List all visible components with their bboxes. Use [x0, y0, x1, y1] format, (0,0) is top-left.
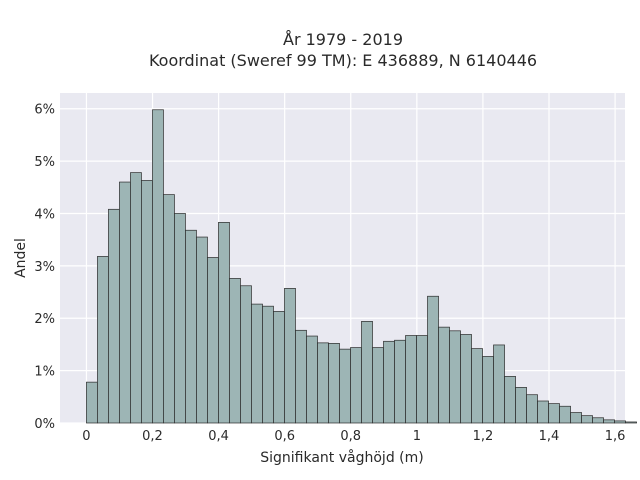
histogram-bar [416, 335, 428, 424]
y-tick-label: 4% [34, 207, 55, 222]
histogram-bar [394, 339, 406, 424]
histogram-bar [141, 180, 153, 424]
histogram-bar [108, 208, 120, 424]
histogram-bar [537, 400, 549, 424]
histogram-bar [273, 311, 285, 424]
histogram-bar [548, 403, 560, 424]
histogram-bar [240, 285, 252, 424]
histogram-bar [372, 347, 384, 424]
histogram-bar [581, 415, 593, 424]
histogram-bar [603, 419, 615, 424]
y-axis-label: Andel [13, 238, 29, 278]
chart-subtitle: Koordinat (Sweref 99 TM): E 436889, N 61… [149, 51, 537, 70]
histogram-bar [207, 257, 219, 424]
histogram-bar [427, 295, 439, 424]
x-tick-label: 0,2 [142, 429, 163, 444]
histogram-bar [515, 387, 527, 424]
histogram-bar [97, 256, 109, 424]
histogram-bar [306, 335, 318, 424]
histogram-bar [570, 412, 582, 424]
bars [86, 109, 637, 424]
y-ticks: 0% 1% 2% 3% 4% 5% 6% [34, 103, 55, 432]
histogram-bar [119, 181, 131, 424]
histogram-bar [471, 348, 483, 424]
histogram-bar [295, 329, 307, 424]
x-tick-label: 1,2 [473, 429, 494, 444]
x-tick-label: 1,6 [605, 429, 626, 444]
histogram-bar [482, 356, 494, 424]
histogram-bar [218, 222, 230, 424]
x-tick-label: 1 [413, 429, 421, 444]
x-tick-label: 0 [82, 429, 90, 444]
histogram-bar [229, 278, 241, 424]
histogram-bar [130, 172, 142, 424]
x-tick-label: 1,4 [539, 429, 560, 444]
histogram-bar [174, 213, 186, 424]
histogram-bar [328, 343, 340, 424]
histogram-bar [460, 334, 472, 424]
x-axis-label: Signifikant våghöjd (m) [260, 449, 423, 466]
histogram-bar [196, 236, 208, 424]
histogram-bar [251, 303, 263, 424]
histogram-bar [383, 340, 395, 424]
histogram-bar [614, 420, 626, 424]
histogram-bar [526, 394, 538, 424]
histogram-bar [339, 348, 351, 424]
histogram-bar [559, 405, 571, 424]
y-tick-label: 5% [34, 155, 55, 170]
histogram-bar [405, 335, 417, 424]
histogram-bar [152, 109, 164, 424]
histogram-bar [438, 326, 450, 424]
y-tick-label: 1% [34, 365, 55, 380]
histogram-bar [163, 194, 175, 424]
y-tick-label: 0% [34, 417, 55, 432]
chart-title: År 1979 - 2019 [283, 30, 403, 49]
histogram-bar [317, 342, 329, 424]
histogram-bar [493, 344, 505, 424]
histogram-bar [504, 376, 516, 424]
y-tick-label: 3% [34, 260, 55, 275]
y-tick-label: 2% [34, 312, 55, 327]
histogram-bar [361, 321, 373, 424]
histogram-bar [449, 330, 461, 424]
histogram-bar [284, 288, 296, 424]
y-tick-label: 6% [34, 103, 55, 118]
x-tick-label: 0,8 [340, 429, 361, 444]
histogram-bar [625, 421, 637, 424]
x-tick-label: 0,4 [208, 429, 229, 444]
x-tick-label: 0,6 [274, 429, 295, 444]
histogram-bar [592, 417, 604, 424]
histogram-bar [86, 381, 98, 424]
histogram-bar [262, 305, 274, 424]
histogram-bar [350, 347, 362, 424]
histogram-bar [185, 229, 197, 424]
x-ticks: 0 0,2 0,4 0,6 0,8 1 1,2 1,4 1,6 [82, 429, 625, 444]
